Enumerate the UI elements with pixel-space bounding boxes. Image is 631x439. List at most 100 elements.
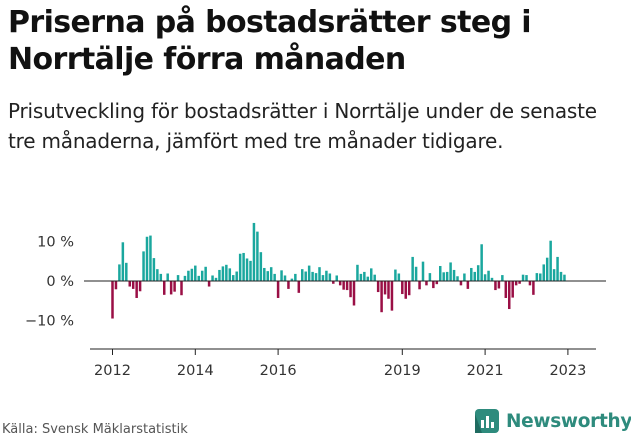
bar-positive [480,244,483,281]
bar-positive [439,265,442,281]
bar-positive [259,252,263,281]
chart-title: Priserna på bostadsrätter steg i Norrtäl… [8,5,532,77]
bar-negative [135,281,138,298]
bar-positive [301,269,304,281]
x-tick-label: 2016 [260,363,297,379]
bar-positive [445,271,449,281]
bar-positive [549,240,552,281]
bar-positive [183,275,187,282]
bar-negative [518,281,521,284]
bar-negative [207,281,211,287]
bar-positive [307,265,311,281]
bar-positive [238,253,242,281]
x-tick-label: 2019 [384,363,421,379]
bar-positive [456,276,459,281]
bar-positive [525,275,528,282]
x-tick-label: 2012 [94,363,131,379]
bar-negative [163,281,166,295]
bar-positive [266,271,269,282]
bar-positive [145,236,149,281]
bar-positive [294,273,297,281]
bar-positive [366,276,370,282]
bar-positive [325,270,328,281]
bar-positive [218,269,221,281]
bar-positive [152,258,156,281]
bar-negative [380,281,383,313]
bar-positive [228,268,232,281]
bar-positive [397,273,401,281]
bar-positive [483,274,487,281]
bar-negative [352,281,356,306]
bar-positive [269,267,273,281]
y-tick-label: 0 % [46,274,74,290]
bar-negative [514,281,518,286]
bar-negative [276,281,280,298]
bar-negative [342,281,345,290]
bar-positive [273,273,276,281]
bar-positive [411,256,414,281]
bar-negative [401,281,404,295]
bar-positive [545,257,549,281]
bar-negative [180,281,183,296]
bar-negative [407,281,411,296]
bar-positive [363,271,366,281]
bar-positive [245,258,249,281]
bar-negative [508,281,511,310]
bar-positive [187,270,190,281]
bar-positive [252,222,256,281]
bar-positive [314,273,318,281]
chart-subtitle: Prisutveckling för bostadsrätter i Norrt… [8,99,597,153]
newsworthy-logo: Newsworthy [474,408,631,434]
bar-negative [383,281,387,295]
bar-positive [449,262,452,282]
bar-positive [463,273,466,281]
bar-positive [263,267,266,282]
x-tick-label: 2023 [549,363,586,379]
latest-value-annotation: 3 % [562,220,590,224]
bar-positive [166,273,169,281]
bar-negative [497,281,501,289]
bar-negative [128,281,131,287]
x-tick-label: 2021 [467,363,504,379]
bar-negative [138,281,142,292]
bar-negative [432,281,435,289]
bar-positive [242,252,245,281]
bar-negative [376,281,380,293]
bar-positive [539,273,542,281]
bar-positive [197,275,200,282]
bar-negative [459,281,463,286]
bar-positive [211,275,214,281]
bar-positive [149,235,152,281]
bar-positive [221,266,225,281]
bar-positive [283,275,287,281]
y-tick-label: −10 % [25,314,74,330]
bar-negative [425,281,428,286]
bar-positive [373,274,376,281]
bar-negative [287,281,290,289]
bar-positive [214,277,218,281]
bar-positive [321,275,325,282]
bar-positive [176,275,180,282]
bar-positive [232,275,235,282]
bar-positive [394,269,397,282]
bar-positive [328,273,332,281]
bar-negative [338,281,342,286]
bar-positive [421,261,425,281]
bar-positive [318,267,321,281]
newsworthy-logo-icon [475,409,499,433]
bar-positive [490,277,494,281]
bar-negative [114,281,118,290]
bar-positive [542,264,545,281]
bar-positive [487,270,490,281]
bar-positive [335,275,338,281]
bar-positive [535,273,539,281]
bar-positive [121,242,125,281]
bar-positive [200,270,204,281]
bar-positive [452,269,456,281]
bar-negative [504,281,508,298]
bar-negative [173,281,176,292]
bar-positive [290,278,294,281]
newsworthy-logo-text: Newsworthy [506,410,631,432]
bar-negative [404,281,407,299]
x-tick-label: 2014 [177,363,214,379]
